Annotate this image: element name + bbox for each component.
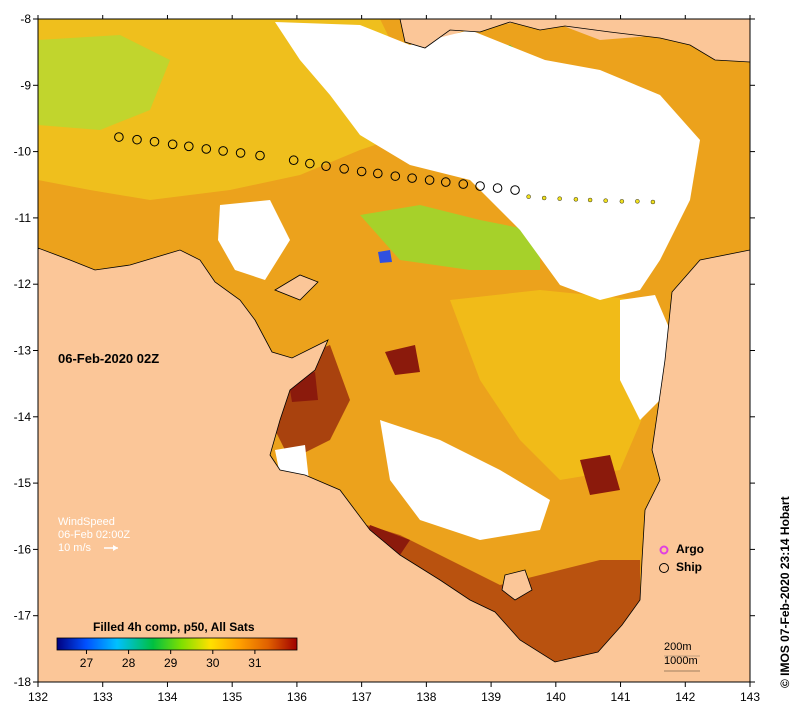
y-tick-label: -9 <box>20 78 31 92</box>
ship-position <box>510 185 520 195</box>
ship-position <box>440 177 451 187</box>
ship-position <box>114 132 124 142</box>
ship-position <box>321 161 331 171</box>
land-wellesley <box>274 274 319 301</box>
cloud-east <box>620 295 670 420</box>
ship-position <box>603 198 608 203</box>
ship-position <box>458 179 469 189</box>
colorbar-ticks: 27 28 29 30 31 <box>80 650 262 670</box>
y-tick-label: -18 <box>14 675 32 689</box>
legend-argo-label: Argo <box>676 542 704 556</box>
sst-green-north <box>38 35 170 130</box>
x-tick-label: 138 <box>416 690 436 704</box>
ship-position <box>339 164 349 174</box>
ship-position <box>201 144 212 154</box>
ship-position <box>184 141 194 152</box>
x-axis: 132 133 134 135 136 137 138 139 140 141 142 143 <box>28 15 760 704</box>
land-new-guinea <box>399 19 750 63</box>
ship-position <box>218 146 228 156</box>
ship-position <box>132 134 142 145</box>
argo-marker <box>659 545 669 555</box>
ship-position <box>255 150 265 161</box>
ship-position <box>407 173 417 183</box>
sst-green-mid <box>360 205 540 270</box>
ship-position <box>149 136 160 147</box>
ship-position <box>573 197 579 202</box>
ship-position <box>356 166 367 177</box>
ship-position <box>305 158 315 169</box>
x-tick-label: 139 <box>481 690 501 704</box>
y-tick-label: -11 <box>15 211 32 225</box>
x-tick-label: 142 <box>675 690 695 704</box>
colorbar-tick-label: 27 <box>80 656 94 670</box>
x-tick-label: 140 <box>546 690 566 704</box>
colorbar-gradient <box>56 637 298 651</box>
ship-position <box>390 171 401 181</box>
x-tick-label: 136 <box>287 690 307 704</box>
x-tick-label: 135 <box>222 690 242 704</box>
x-tick-label: 133 <box>93 690 113 704</box>
ship-position <box>587 197 593 203</box>
x-tick-label: 132 <box>28 690 48 704</box>
colorbar-tick-label: 30 <box>206 656 220 670</box>
colorbar-tick-label: 29 <box>164 656 178 670</box>
ship-position <box>526 194 531 199</box>
sst-maroon-3 <box>580 455 620 495</box>
legend-ship-label: Ship <box>676 560 702 574</box>
y-tick-label: -10 <box>14 145 32 159</box>
colorbar-tick-label: 28 <box>122 656 136 670</box>
colorbar-title: Filled 4h comp, p50, All Sats <box>93 620 255 634</box>
y-tick-label: -17 <box>14 609 32 623</box>
land-groote <box>501 569 533 601</box>
sst-dark-south <box>350 520 640 662</box>
ship-position <box>557 196 562 201</box>
cloud-north <box>275 22 700 300</box>
ship-position <box>373 168 383 179</box>
x-tick-label: 143 <box>740 690 760 704</box>
ship-position <box>424 175 435 185</box>
x-tick-label: 137 <box>352 690 372 704</box>
wind-time: 06-Feb 02:00Z <box>58 529 131 541</box>
colorbar-tick-label: 31 <box>248 656 262 670</box>
ship-track <box>114 132 656 205</box>
sst-blue-spot <box>378 250 392 263</box>
ship-position <box>650 199 656 205</box>
ship-position <box>541 195 547 201</box>
x-tick-label: 134 <box>157 690 177 704</box>
ship-position <box>475 181 485 191</box>
contour-1000-label: 1000m <box>664 655 698 667</box>
ship-position <box>167 139 178 150</box>
wind-scale: 10 m/s <box>58 542 92 554</box>
y-tick-label: -8 <box>20 12 31 26</box>
y-axis: -8 -9 -10 -11 -12 -13 -14 -15 -16 -17 -18 <box>14 12 755 689</box>
ship-position <box>619 199 625 204</box>
cloud-south <box>380 420 550 540</box>
ship-position <box>492 183 503 193</box>
imos-credit: © IMOS 07-Feb-2020 23:14 Hobart <box>778 496 791 688</box>
ship-position <box>635 199 640 204</box>
sst-yellow-east <box>450 290 650 480</box>
wind-scale-arrow <box>104 545 118 551</box>
y-tick-label: -12 <box>14 277 32 291</box>
y-tick-label: -15 <box>14 476 32 490</box>
x-tick-label: 141 <box>611 690 631 704</box>
y-tick-label: -13 <box>14 344 32 358</box>
sst-field <box>38 19 750 682</box>
sst-maroon-1 <box>385 345 420 375</box>
cloud-mid <box>218 200 290 280</box>
ship-marker <box>659 563 669 573</box>
sst-maroon-4 <box>365 525 410 555</box>
land-cape-york <box>38 247 750 682</box>
timestamp-label: 06-Feb-2020 02Z <box>58 351 160 366</box>
wind-title: WindSpeed <box>58 516 115 528</box>
y-tick-label: -16 <box>14 542 32 556</box>
y-tick-label: -14 <box>14 410 32 424</box>
ship-position <box>235 148 246 158</box>
contour-200-label: 200m <box>664 641 692 653</box>
ship-position <box>288 155 299 166</box>
